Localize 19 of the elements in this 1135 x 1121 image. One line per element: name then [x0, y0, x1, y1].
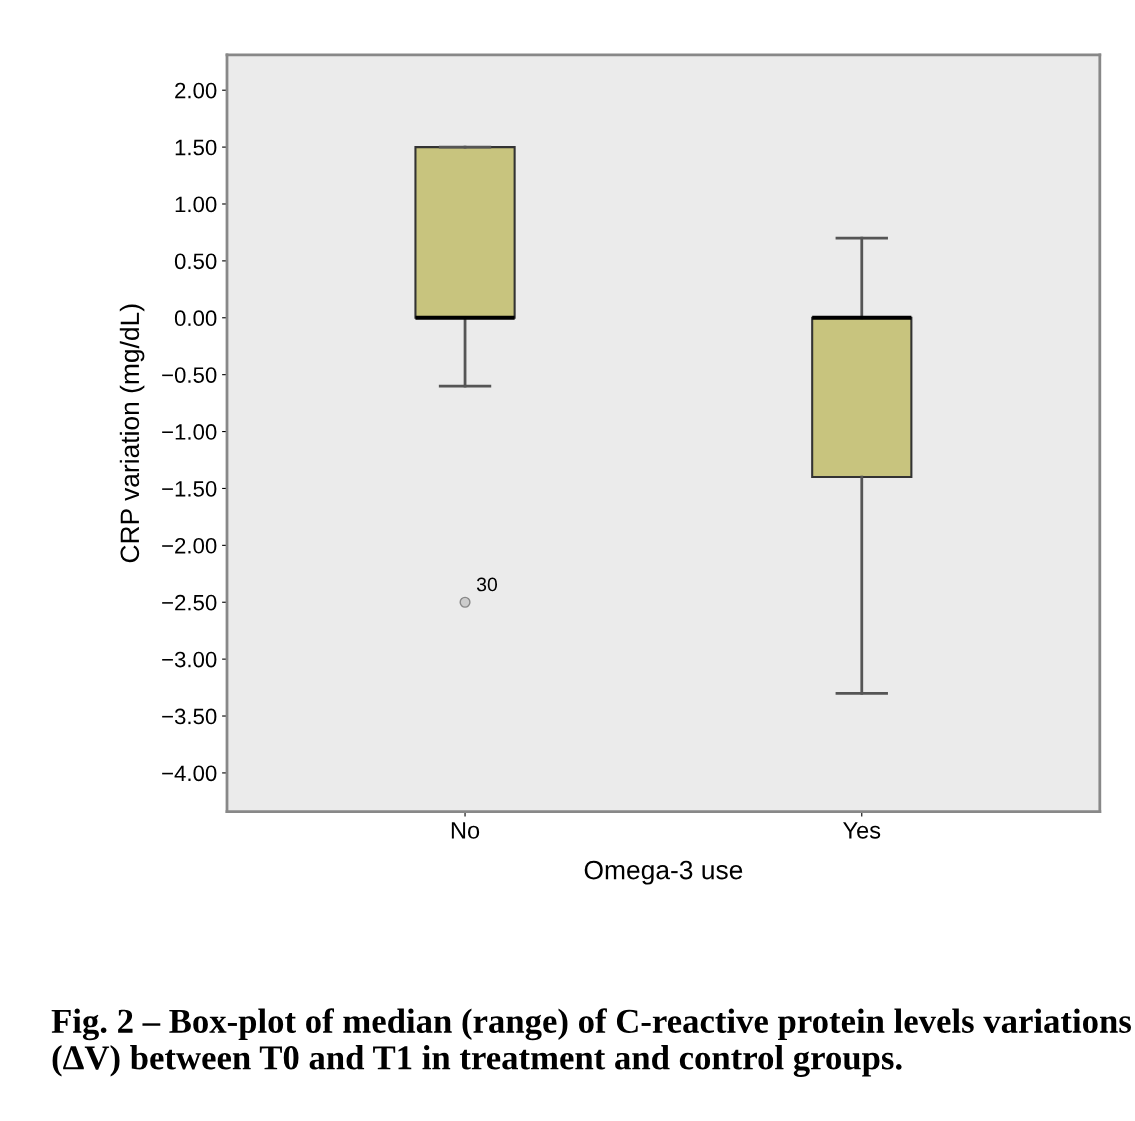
x-tick-label: No — [451, 822, 480, 839]
y-tick-label: −1.50 — [162, 480, 217, 497]
y-tick-label: −2.50 — [162, 594, 217, 611]
y-tick-label: −4.00 — [162, 765, 217, 782]
y-tick-label: −2.00 — [162, 537, 217, 554]
y-tick-label: 1.00 — [175, 196, 217, 213]
x-axis-title: Omega-3 use — [584, 860, 743, 885]
y-axis-title: CRP variation (mg/dL) — [119, 304, 145, 563]
y-tick-label: 0.00 — [174, 310, 217, 327]
y-tick-label: −0.50 — [162, 367, 217, 383]
caption: Fig. 2 – Box-plot of median (range) of C-reactive protein levels variations (ΔV) between T0 and T1 in treatment and control groups. — [51, 1008, 1131, 1077]
y-tick-label: −3.50 — [162, 708, 217, 725]
y-tick-label: 0.50 — [174, 253, 217, 270]
y-tick-label: −3.00 — [162, 651, 217, 668]
y-tick-label: −1.00 — [162, 424, 217, 440]
x-tick-label: Yes — [843, 822, 881, 839]
annotation: 30 — [476, 577, 498, 592]
y-tick-label: 1.50 — [175, 139, 217, 156]
y-tick-label: 2.00 — [175, 82, 217, 99]
